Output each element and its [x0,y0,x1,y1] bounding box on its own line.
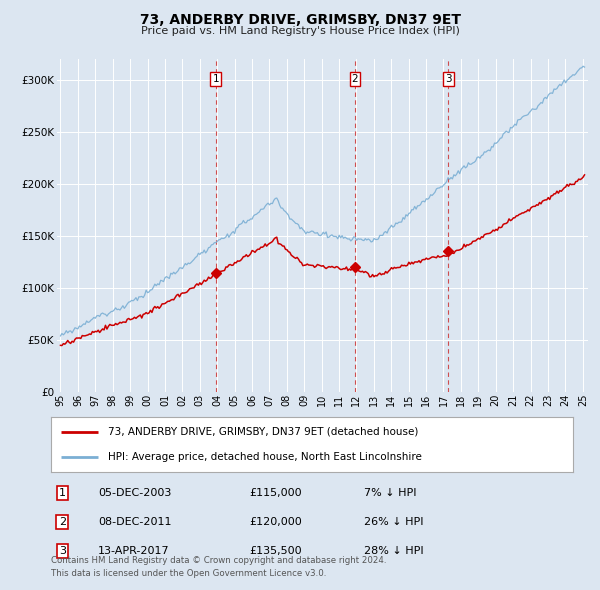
Text: £115,000: £115,000 [250,488,302,498]
Text: 26% ↓ HPI: 26% ↓ HPI [364,517,424,527]
Text: Contains HM Land Registry data © Crown copyright and database right 2024.: Contains HM Land Registry data © Crown c… [51,556,386,565]
Text: This data is licensed under the Open Government Licence v3.0.: This data is licensed under the Open Gov… [51,569,326,578]
Text: 7% ↓ HPI: 7% ↓ HPI [364,488,416,498]
Text: HPI: Average price, detached house, North East Lincolnshire: HPI: Average price, detached house, Nort… [109,452,422,462]
Text: 73, ANDERBY DRIVE, GRIMSBY, DN37 9ET (detached house): 73, ANDERBY DRIVE, GRIMSBY, DN37 9ET (de… [109,427,419,437]
Text: 3: 3 [445,74,452,84]
Text: 05-DEC-2003: 05-DEC-2003 [98,488,172,498]
Text: 73, ANDERBY DRIVE, GRIMSBY, DN37 9ET: 73, ANDERBY DRIVE, GRIMSBY, DN37 9ET [139,13,461,27]
Text: 1: 1 [212,74,219,84]
Text: 3: 3 [59,546,66,556]
Text: 08-DEC-2011: 08-DEC-2011 [98,517,172,527]
Text: £120,000: £120,000 [250,517,302,527]
Text: 2: 2 [352,74,358,84]
Text: 1: 1 [59,488,66,498]
Text: £135,500: £135,500 [250,546,302,556]
Text: Price paid vs. HM Land Registry's House Price Index (HPI): Price paid vs. HM Land Registry's House … [140,26,460,36]
Text: 13-APR-2017: 13-APR-2017 [98,546,170,556]
Text: 28% ↓ HPI: 28% ↓ HPI [364,546,424,556]
Text: 2: 2 [59,517,66,527]
